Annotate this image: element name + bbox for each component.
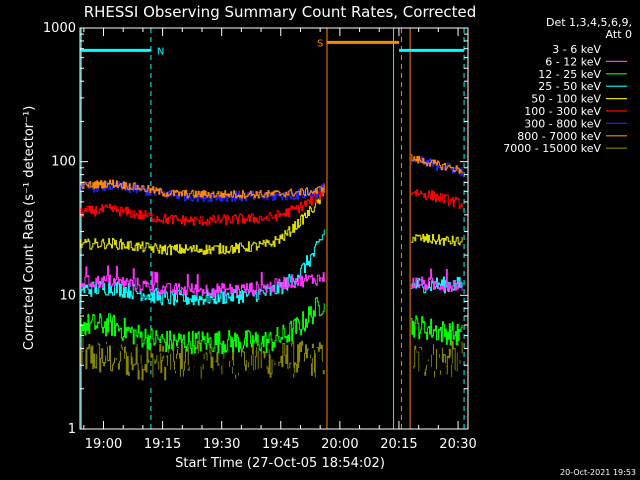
series-5-trace-1 — [410, 189, 463, 209]
legend-label-3: 25 - 50 keV — [538, 80, 601, 93]
series-2 — [80, 297, 463, 355]
flag-bars: NS — [80, 38, 465, 57]
series-7 — [80, 154, 463, 199]
series-1-trace-1 — [410, 268, 463, 292]
legend-header-line-2: Att 0 — [606, 28, 632, 41]
y-tick-label-0: 1 — [68, 422, 76, 437]
series-1-trace-0 — [80, 265, 325, 297]
series-8-trace-1 — [410, 340, 463, 378]
y-tick-label-1: 10 — [59, 288, 76, 303]
axis-ticks: 19:00 19:15 19:30 19:45 20:00 20:15 20:30 1 10 10… — [43, 21, 477, 452]
series-2-trace-1 — [410, 315, 463, 346]
series-7-trace-0 — [80, 179, 325, 199]
series-4-trace-0 — [80, 191, 325, 256]
legend-label-5: 100 - 300 keV — [524, 105, 601, 118]
series-7-trace-1 — [410, 154, 463, 174]
timestamp: 20-Oct-2021 19:53 — [560, 468, 636, 477]
legend-label-1: 6 - 12 keV — [545, 55, 601, 68]
y-tick-label-3: 1000 — [43, 21, 76, 36]
series-0-trace-0 — [80, 280, 325, 414]
chart-title: RHESSI Observing Summary Count Rates, Co… — [84, 3, 477, 21]
y-tick-label-2: 100 — [51, 155, 76, 170]
x-tick-label-4: 20:00 — [321, 437, 358, 452]
x-tick-label-2: 19:30 — [203, 437, 240, 452]
series-5-trace-0 — [80, 187, 325, 226]
series-5 — [80, 187, 463, 226]
series-3 — [80, 229, 463, 306]
legend-label-4: 50 - 100 keV — [531, 93, 601, 106]
series-1 — [80, 265, 463, 297]
series-4 — [80, 191, 463, 256]
legend-label-2: 12 - 25 keV — [538, 68, 601, 81]
legend-label-7: 800 - 7000 keV — [517, 130, 601, 143]
x-tick-label-5: 20:15 — [380, 437, 417, 452]
flag-label-0: N — [157, 46, 164, 57]
legend-label-6: 300 - 800 keV — [524, 117, 601, 130]
legend-header-line-1: Det 1,3,4,5,6,9, — [546, 16, 632, 29]
series-0 — [80, 280, 463, 414]
series-2-trace-0 — [80, 297, 325, 355]
series-4-trace-1 — [410, 233, 463, 246]
series-layer — [80, 154, 463, 414]
x-tick-label-1: 19:15 — [144, 437, 181, 452]
series-3-trace-1 — [410, 276, 463, 294]
vertical-markers — [80, 28, 465, 429]
flag-label-1: S — [317, 38, 323, 49]
y-axis-label: Corrected Count Rate (s⁻¹ detector⁻¹) — [22, 106, 37, 351]
series-8 — [80, 337, 463, 381]
x-tick-label-6: 20:30 — [439, 437, 476, 452]
x-tick-label-0: 19:00 — [85, 437, 122, 452]
x-tick-label-3: 19:45 — [262, 437, 299, 452]
series-0-trace-1 — [410, 338, 463, 413]
x-axis-label: Start Time (27-Oct-05 18:54:02) — [175, 456, 385, 471]
legend-label-8: 7000 - 15000 keV — [503, 142, 601, 155]
plot-frame — [79, 27, 469, 430]
legend-label-0: 3 - 6 keV — [552, 43, 601, 56]
